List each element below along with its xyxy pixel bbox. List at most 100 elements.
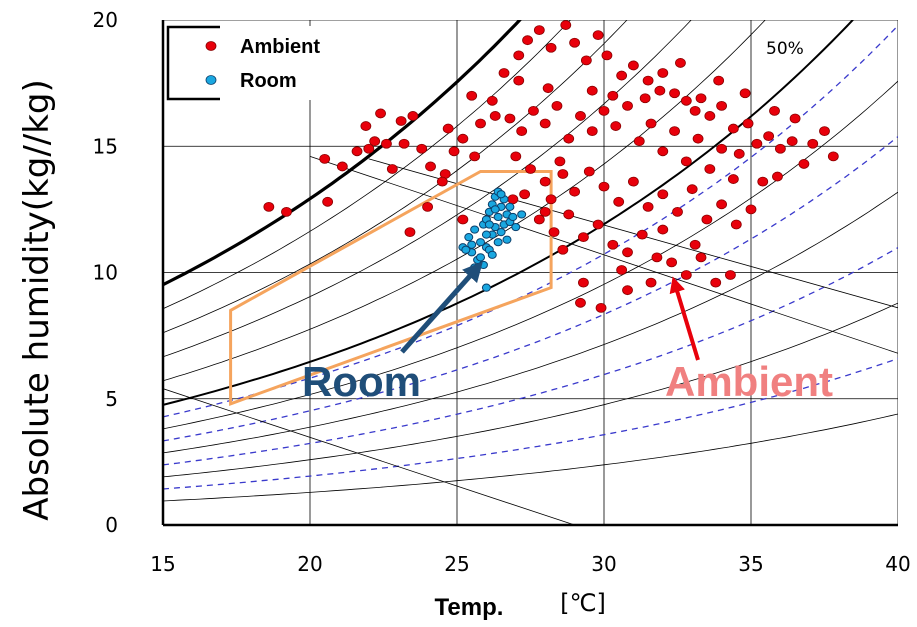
ambient-point (539, 118, 551, 129)
ambient-point (595, 302, 607, 313)
ambient-point (616, 70, 628, 81)
room-point (484, 220, 494, 229)
ambient-point (457, 133, 469, 144)
x-axis-unit: [℃] (560, 589, 606, 617)
x-tick-label: 30 (591, 552, 616, 576)
ambient-point (769, 106, 780, 116)
ambient-point (672, 206, 683, 217)
ambient-point (375, 108, 386, 119)
ambient-point (701, 214, 713, 225)
y-tick-labels: 0 5 10 15 20 (93, 8, 118, 537)
room-point (476, 253, 486, 262)
ambient-point (798, 159, 810, 169)
psychrometric-curves (163, 20, 898, 525)
ambient-point (775, 143, 786, 154)
ambient-point (622, 285, 633, 296)
ambient-point (578, 232, 589, 243)
ambient-point (733, 148, 745, 159)
ambient-point (436, 176, 448, 187)
room-point (487, 250, 497, 259)
ambient-point (669, 88, 680, 99)
ambient-point (457, 214, 469, 225)
rh-curve (163, 20, 571, 310)
comfort-zone-outline (229, 170, 553, 406)
ambient-point (692, 133, 704, 144)
ambient-point (504, 113, 516, 124)
legend-marker-ambient (205, 41, 217, 51)
ambient-point (751, 138, 763, 149)
annotation-arrows (400, 261, 700, 361)
ambient-point (686, 184, 698, 195)
ambient-point (548, 227, 560, 238)
ambient-point (533, 214, 545, 225)
ambient-point (580, 55, 592, 66)
room-point (511, 222, 521, 232)
ambient-point (601, 50, 613, 61)
rh-curve (163, 20, 766, 382)
ambient-point (469, 151, 481, 162)
legend-label-ambient: Ambient (240, 36, 320, 58)
ambient-point (360, 121, 372, 131)
y-tick-label: 5 (105, 387, 118, 411)
ambient-point (575, 297, 586, 308)
ambient-point (725, 270, 736, 280)
ambient-point (716, 199, 727, 210)
ambient-point (727, 123, 739, 134)
ambient-point (539, 176, 551, 187)
ambient-point (560, 20, 572, 30)
ambient-point (695, 252, 707, 263)
ambient-point (786, 136, 798, 147)
arrow-ambient (669, 276, 700, 361)
y-tick-label: 20 (93, 8, 118, 32)
ambient-point (716, 143, 727, 154)
ambient-point (654, 85, 666, 96)
ambient-point (554, 156, 566, 167)
ambient-point (381, 138, 392, 149)
ambient-point (763, 131, 775, 142)
rh-50-curve (163, 20, 855, 406)
ambient-point (398, 138, 410, 149)
ambient-point (675, 58, 686, 68)
ambient-point (475, 118, 486, 129)
ambient-point (704, 111, 716, 121)
room-point (476, 238, 486, 247)
ambient-point (730, 219, 742, 230)
ambient-point (386, 164, 398, 174)
ambient-point (263, 201, 275, 212)
ambient-point (498, 68, 510, 78)
x-axis-title: Temp. (435, 594, 504, 621)
ambient-point (575, 111, 586, 121)
ambient-point (666, 257, 678, 268)
rh-curve (163, 191, 898, 454)
x-tick-label: 20 (297, 552, 322, 576)
ambient-point (578, 277, 589, 288)
room-point (467, 240, 477, 249)
x-tick-label: 15 (150, 552, 175, 576)
rh-dashed-curve (163, 357, 898, 490)
ambient-point (563, 209, 575, 220)
ambient-point (657, 68, 669, 78)
ambient-point (416, 143, 428, 154)
ambient-point (710, 277, 722, 288)
ambient-point (525, 164, 536, 174)
ambient-point (789, 113, 801, 124)
room-point (490, 205, 500, 214)
arrow-room (400, 261, 483, 354)
ambient-point (636, 229, 648, 240)
ambient-point (689, 106, 701, 116)
rh-curve (163, 20, 692, 358)
annotation-room: Room (302, 358, 421, 405)
ambient-point (539, 206, 551, 217)
ambient-point (351, 146, 363, 157)
rh-dashed-curve (163, 136, 898, 442)
ambient-point (363, 143, 375, 154)
ambient-point (569, 186, 580, 197)
ambient-point (528, 106, 539, 116)
ambient-point (628, 60, 639, 71)
ambient-point (742, 118, 754, 129)
ambient-point (542, 83, 554, 94)
ambient-point (739, 88, 751, 99)
ambient-point (489, 111, 501, 121)
room-point (461, 245, 471, 254)
